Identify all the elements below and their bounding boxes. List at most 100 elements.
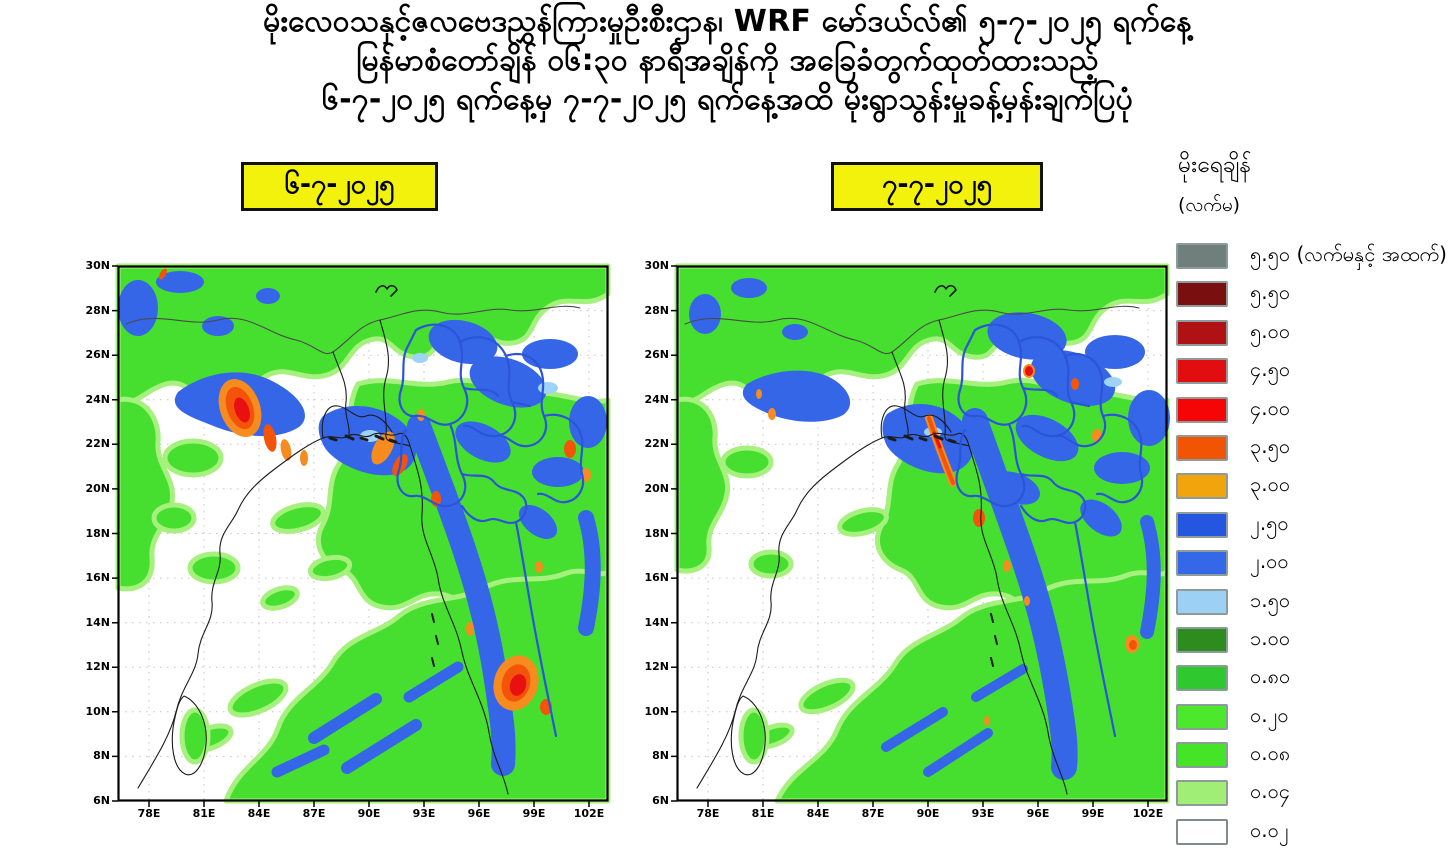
lat-tick-label: 30N: [85, 259, 110, 272]
rain-layer-right: [674, 263, 1170, 804]
lat-tick-label: 20N: [85, 481, 110, 495]
lat-tick-label: 30N: [644, 259, 669, 272]
lat-tick-label: 14N: [85, 615, 110, 629]
lat-tick-label: 12N: [85, 660, 110, 674]
lon-tick-label: 96E: [1026, 807, 1050, 820]
title-line-1: မိုးလေဝသနှင့်ဇလဗေဒညွှန်ကြားမှုဦးစီးဌာန၊ …: [263, 4, 1192, 39]
lat-tick-label: 24N: [644, 392, 669, 406]
legend-item: ၄.၅၀: [1176, 357, 1447, 385]
lat-tick-label: 18N: [85, 526, 110, 540]
legend-unit: (လက်မ): [1178, 194, 1241, 216]
rainfall-map-left: [111, 263, 611, 808]
lon-tick-label: 93E: [971, 807, 995, 820]
legend-color-swatch: [1176, 511, 1228, 538]
lat-tick-label: 12N: [644, 660, 669, 674]
legend-item: ၀.၂၀: [1176, 702, 1447, 730]
title-line-3: ၆-၇-၂၀၂၅ ရက်နေ့မှ ၇-၇-၂၀၂၅ ရက်နေ့အထိ မို…: [322, 82, 1133, 117]
lat-tick-label: 26N: [644, 348, 669, 362]
lon-tick-label: 87E: [861, 807, 885, 820]
heavy-rain-spots-right: [756, 364, 1139, 726]
legend-value-label: ၅.၀၀: [1250, 318, 1291, 343]
lon-tick-label: 84E: [806, 807, 830, 820]
legend-item: ၂.၀၀: [1176, 549, 1447, 577]
lon-tick-label: 102E: [1132, 807, 1164, 820]
lat-tick-label: 16N: [644, 571, 669, 585]
lat-tick-label: 28N: [85, 303, 110, 317]
lat-tick-label: 26N: [85, 348, 110, 362]
lon-tick-label: 99E: [522, 807, 546, 820]
legend-value-label: ၂.၅၀: [1250, 510, 1289, 535]
legend-value-label: ၀.၀၈: [1250, 741, 1291, 766]
lon-tick-label: 102E: [573, 807, 605, 820]
legend-item: ၅.၅၀ (လက်မနှင့် အထက်): [1176, 242, 1447, 269]
legend-value-label: ၁.၀၀: [1250, 625, 1291, 650]
legend-value-label: ၅.၅၀ (လက်မနှင့် အထက်): [1250, 242, 1447, 266]
lat-tick-label: 8N: [93, 749, 110, 763]
legend-color-swatch: [1176, 434, 1228, 461]
legend-value-label: ၀.၈၀: [1250, 664, 1291, 689]
legend-color-swatch: [1176, 243, 1228, 269]
legend-item: ၁.၀၀: [1176, 625, 1447, 653]
legend-item: ၀.၀၄: [1176, 779, 1447, 807]
map-panel-left: 30N 28N 26N 24N 22N 20N 18N 16N 14N 12N 10N 8N 6N 78…: [85, 259, 611, 820]
lon-tick-label: 81E: [192, 807, 216, 820]
lon-tick-label: 81E: [751, 807, 775, 820]
lon-tick-label: 78E: [696, 807, 720, 820]
map-panel-right: 30N 28N 26N 24N 22N 20N 18N 16N 14N 12N 10N 8N 6N 78…: [644, 259, 1170, 820]
legend-value-label: ၃.၀၀: [1250, 472, 1291, 497]
lat-tick-label: 10N: [644, 704, 669, 718]
title-line-2: မြန်မာစံတော်ချိန် ၀၆:၃၀ နာရီအချိန်ကို အခ…: [356, 43, 1099, 78]
legend-color-swatch: [1176, 703, 1228, 730]
legend-item: ၅.၀၀: [1176, 318, 1447, 346]
legend-item: ၅.၅၀: [1176, 280, 1447, 308]
lat-tick-label: 22N: [644, 437, 669, 451]
legend-item: ၀.၈၀: [1176, 664, 1447, 692]
legend-item: ၄.၀၀: [1176, 395, 1447, 423]
lon-tick-label: 90E: [916, 807, 940, 820]
legend-value-label: ၂.၀၀: [1250, 549, 1289, 574]
lat-tick-label: 6N: [652, 794, 669, 807]
lon-tick-label: 93E: [412, 807, 436, 820]
legend-color-swatch: [1176, 319, 1228, 346]
legend-value-label: ၀.၀၂: [1250, 817, 1289, 842]
legend-color-swatch: [1176, 742, 1228, 769]
legend-item: ၀.၀၈: [1176, 741, 1447, 769]
lat-tick-label: 10N: [85, 704, 110, 718]
legend-value-label: ၁.၅၀: [1250, 587, 1291, 612]
legend-value-label: ၀.၂၀: [1250, 702, 1289, 727]
lat-tick-label: 20N: [644, 481, 669, 495]
lon-tick-label: 87E: [302, 807, 326, 820]
legend-header: မိုးရေချိန် (လက်မ): [1178, 150, 1251, 218]
legend-item: ၃.၅၀: [1176, 433, 1447, 461]
lat-tick-label: 14N: [644, 615, 669, 629]
legend-value-label: ၄.၀၀: [1250, 395, 1291, 420]
legend-color-swatch: [1176, 473, 1228, 500]
legend-color-swatch: [1176, 358, 1228, 385]
lat-tick-label: 16N: [85, 571, 110, 585]
legend-color-swatch: [1176, 396, 1228, 423]
legend-title: မိုးရေချိန်: [1178, 152, 1252, 178]
lon-tick-label: 99E: [1081, 807, 1105, 820]
legend-items: ၅.၅၀ (လက်မနှင့် အထက်) ၅.၅၀၅.၀၀၄.၅၀၄.၀၀၃.၅…: [1176, 242, 1447, 851]
legend-item: ၃.၀၀: [1176, 472, 1447, 500]
legend-color-swatch: [1176, 780, 1228, 807]
legend-value-label: ၅.၅၀: [1250, 280, 1291, 305]
legend-item: ၁.၅၀: [1176, 587, 1447, 615]
rainfall-map-right: [670, 263, 1170, 808]
legend-color-swatch: [1176, 281, 1228, 308]
lat-tick-label: 18N: [644, 526, 669, 540]
legend-color-swatch: [1176, 818, 1228, 845]
legend-color-swatch: [1176, 665, 1228, 692]
legend-item: ၀.၀၂: [1176, 817, 1447, 845]
lat-tick-label: 8N: [652, 749, 669, 763]
lat-tick-label: 6N: [93, 794, 110, 807]
legend-color-swatch: [1176, 550, 1228, 577]
lon-tick-label: 90E: [357, 807, 381, 820]
legend-color-swatch: [1176, 588, 1228, 615]
legend-item: ၂.၅၀: [1176, 510, 1447, 538]
date-label-right: ၇-၇-၂၀၂၅: [831, 162, 1043, 211]
lat-tick-label: 22N: [85, 437, 110, 451]
rain-layer-left: [115, 263, 611, 804]
legend-value-label: ၃.၅၀: [1250, 433, 1291, 458]
